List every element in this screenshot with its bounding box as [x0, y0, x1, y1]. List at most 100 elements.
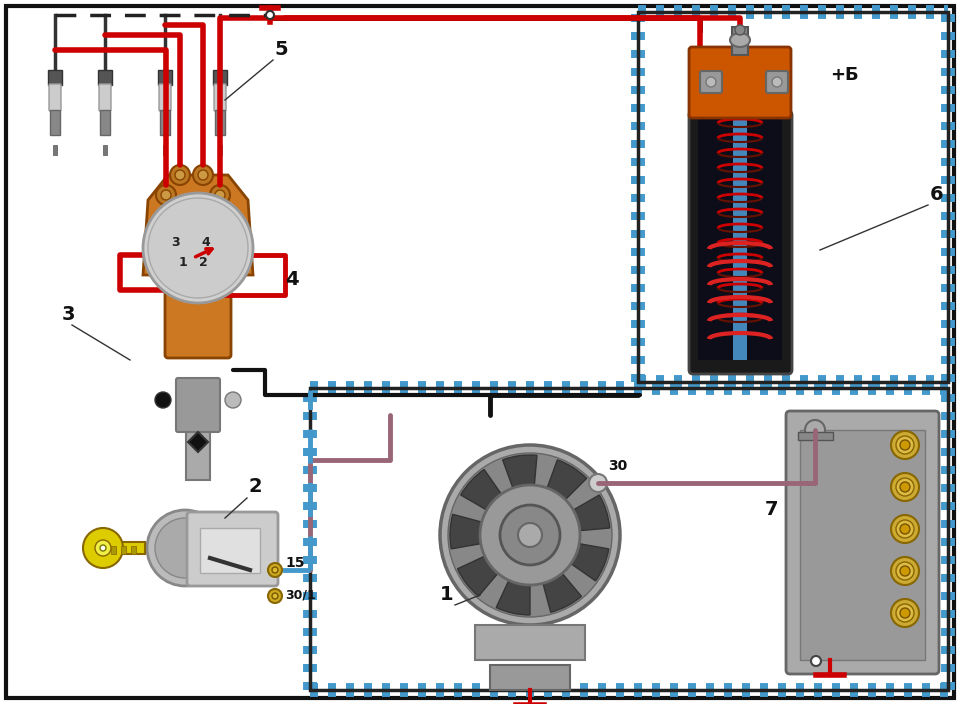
Wedge shape: [530, 495, 610, 535]
Bar: [475, 625, 585, 660]
Circle shape: [156, 185, 176, 205]
FancyBboxPatch shape: [165, 272, 231, 358]
Circle shape: [896, 478, 914, 496]
Circle shape: [155, 518, 215, 578]
Circle shape: [900, 482, 910, 492]
Circle shape: [500, 505, 560, 565]
Bar: [103, 145, 107, 155]
Bar: [638, 12, 948, 382]
FancyBboxPatch shape: [689, 111, 792, 374]
Circle shape: [772, 77, 782, 87]
Wedge shape: [450, 515, 530, 549]
Text: 30: 30: [608, 459, 627, 473]
Circle shape: [155, 392, 171, 408]
Bar: [218, 145, 222, 155]
Circle shape: [170, 165, 190, 185]
Circle shape: [896, 520, 914, 538]
FancyBboxPatch shape: [159, 84, 171, 111]
Circle shape: [95, 540, 111, 556]
Text: 4: 4: [285, 270, 299, 289]
Circle shape: [896, 604, 914, 622]
FancyBboxPatch shape: [786, 411, 939, 674]
Polygon shape: [143, 175, 253, 275]
Ellipse shape: [735, 25, 745, 35]
Text: 30/1: 30/1: [285, 588, 316, 601]
Circle shape: [440, 445, 620, 625]
Circle shape: [100, 545, 106, 551]
Circle shape: [193, 165, 213, 185]
Circle shape: [147, 510, 223, 586]
Circle shape: [215, 190, 225, 200]
Bar: [186, 415, 210, 480]
Bar: [215, 110, 225, 135]
Bar: [48, 70, 62, 85]
Text: 5: 5: [274, 40, 288, 59]
Circle shape: [198, 170, 208, 180]
Circle shape: [175, 170, 185, 180]
Bar: [163, 145, 167, 155]
Bar: [490, 665, 570, 690]
Circle shape: [900, 566, 910, 576]
Bar: [733, 115, 747, 360]
Text: 1: 1: [179, 256, 187, 270]
Text: 3: 3: [62, 305, 76, 324]
Circle shape: [589, 474, 607, 492]
Bar: [121, 546, 126, 554]
Wedge shape: [530, 535, 582, 612]
Circle shape: [891, 557, 919, 585]
Text: 4: 4: [202, 237, 210, 249]
Text: 6: 6: [930, 185, 944, 204]
FancyBboxPatch shape: [689, 47, 791, 118]
FancyBboxPatch shape: [766, 71, 788, 93]
Bar: [53, 145, 57, 155]
Circle shape: [480, 485, 580, 585]
Bar: [100, 110, 110, 135]
Circle shape: [272, 593, 278, 599]
Wedge shape: [458, 535, 530, 596]
Circle shape: [272, 567, 278, 573]
FancyBboxPatch shape: [176, 378, 220, 432]
Bar: [310, 388, 948, 690]
Circle shape: [268, 563, 282, 577]
Bar: [50, 110, 60, 135]
Circle shape: [210, 185, 230, 205]
Circle shape: [448, 453, 612, 617]
Bar: [213, 70, 227, 85]
Bar: [111, 546, 116, 554]
Bar: [798, 432, 833, 440]
Circle shape: [900, 440, 910, 450]
Circle shape: [268, 589, 282, 603]
Bar: [638, 12, 948, 382]
Text: 2: 2: [248, 477, 262, 496]
Circle shape: [900, 524, 910, 534]
Bar: [98, 70, 112, 85]
Ellipse shape: [730, 33, 750, 47]
Bar: [160, 110, 170, 135]
Bar: [158, 70, 172, 85]
Bar: [698, 115, 782, 360]
Text: 7: 7: [765, 500, 779, 519]
Circle shape: [900, 608, 910, 618]
Circle shape: [518, 523, 542, 547]
Bar: [310, 388, 948, 690]
Wedge shape: [530, 460, 587, 535]
Text: 3: 3: [172, 237, 180, 249]
Bar: [200, 528, 260, 573]
Circle shape: [891, 431, 919, 459]
Wedge shape: [530, 535, 609, 581]
Text: +Б: +Б: [830, 66, 858, 84]
Circle shape: [706, 77, 716, 87]
Wedge shape: [496, 535, 530, 615]
Wedge shape: [461, 470, 530, 535]
FancyBboxPatch shape: [214, 84, 226, 111]
Circle shape: [143, 193, 253, 303]
Bar: [732, 27, 748, 55]
Circle shape: [83, 528, 123, 568]
Circle shape: [891, 473, 919, 501]
Bar: [131, 546, 136, 554]
FancyBboxPatch shape: [49, 84, 61, 111]
Circle shape: [896, 436, 914, 454]
Text: 1: 1: [440, 585, 454, 604]
Polygon shape: [188, 432, 208, 452]
Text: 15: 15: [285, 556, 304, 570]
